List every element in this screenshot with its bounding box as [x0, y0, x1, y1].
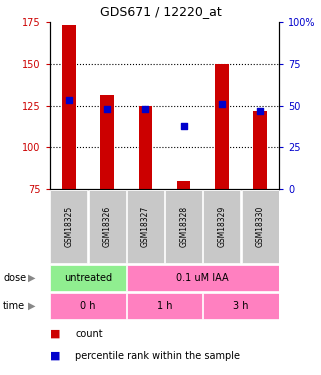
Bar	[50, 190, 87, 263]
Text: ■: ■	[50, 329, 60, 339]
Bar	[127, 265, 279, 291]
Bar	[62, 26, 75, 189]
Text: GDS671 / 12220_at: GDS671 / 12220_at	[100, 5, 221, 18]
Text: percentile rank within the sample: percentile rank within the sample	[75, 351, 240, 361]
Point	[257, 108, 263, 114]
Bar	[204, 190, 240, 263]
Point	[66, 98, 72, 104]
Text: count: count	[75, 329, 103, 339]
Bar	[177, 181, 190, 189]
Point	[181, 123, 186, 129]
Bar	[50, 293, 126, 319]
Text: 1 h: 1 h	[157, 301, 172, 311]
Text: GSM18326: GSM18326	[103, 206, 112, 247]
Text: dose: dose	[3, 273, 26, 283]
Text: GSM18325: GSM18325	[65, 206, 74, 247]
Point	[219, 101, 224, 107]
Bar	[127, 293, 202, 319]
Bar	[215, 64, 229, 189]
Text: 0.1 uM IAA: 0.1 uM IAA	[177, 273, 229, 283]
Bar	[139, 105, 152, 189]
Text: GSM18328: GSM18328	[179, 206, 188, 247]
Text: ■: ■	[50, 351, 60, 361]
Text: untreated: untreated	[64, 273, 112, 283]
Bar	[89, 190, 126, 263]
Bar	[242, 190, 279, 263]
Text: GSM18327: GSM18327	[141, 206, 150, 247]
Bar	[165, 190, 202, 263]
Text: ▶: ▶	[28, 301, 36, 311]
Bar	[100, 96, 114, 189]
Text: ▶: ▶	[28, 273, 36, 283]
Text: 0 h: 0 h	[80, 301, 96, 311]
Bar	[50, 265, 126, 291]
Bar	[204, 293, 279, 319]
Point	[143, 106, 148, 112]
Text: 3 h: 3 h	[233, 301, 249, 311]
Text: time: time	[3, 301, 25, 311]
Text: GSM18330: GSM18330	[256, 206, 265, 247]
Text: GSM18329: GSM18329	[217, 206, 226, 247]
Bar	[127, 190, 164, 263]
Bar	[254, 111, 267, 189]
Point	[105, 106, 110, 112]
